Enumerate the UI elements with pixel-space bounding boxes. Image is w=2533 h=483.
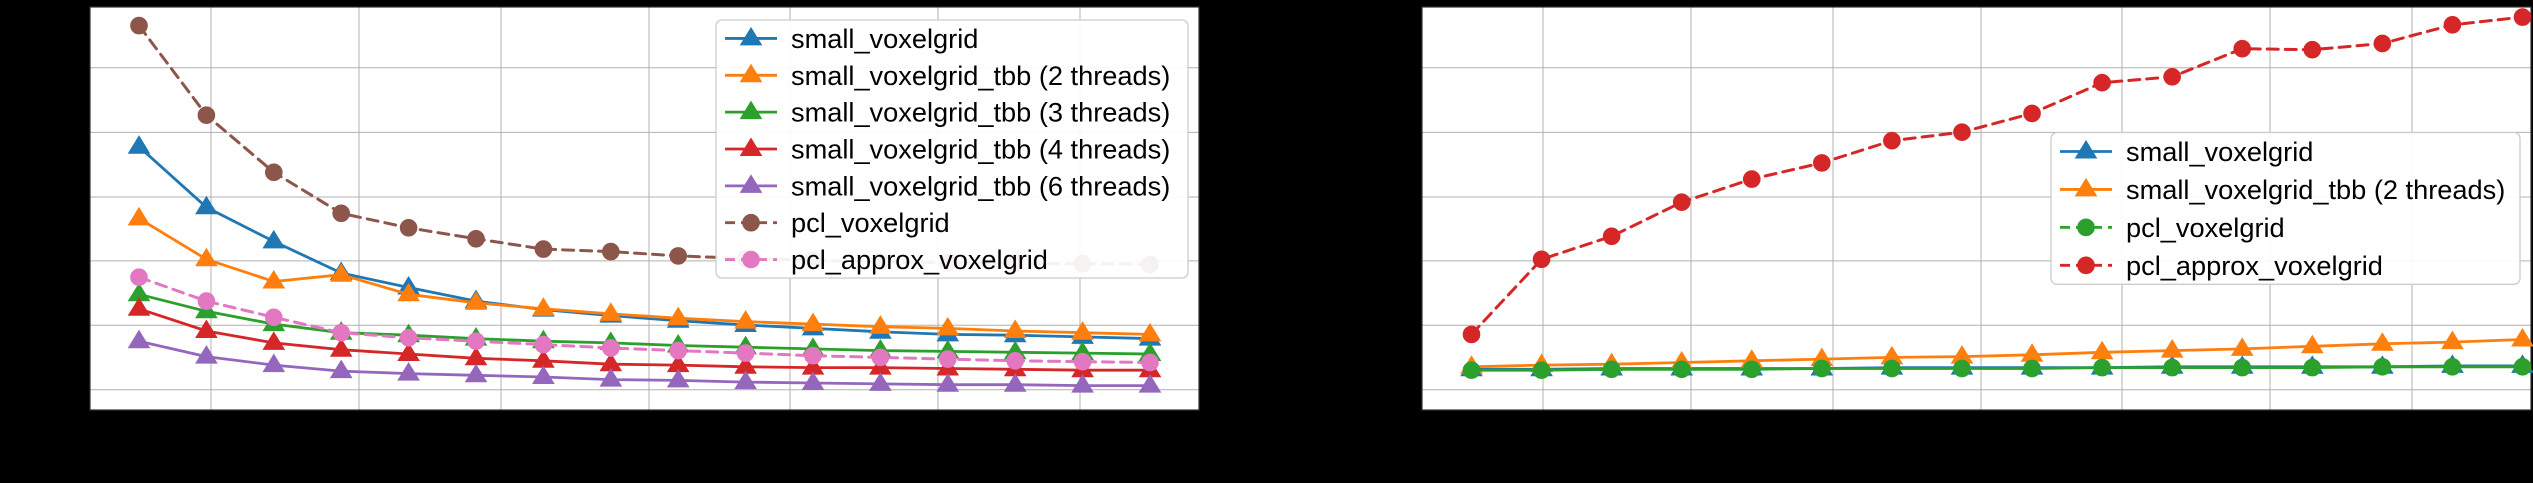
svg-text:pcl_approx_voxelgrid: pcl_approx_voxelgrid (2126, 250, 2383, 281)
svg-text:small_voxelgrid_tbb (4 threads: small_voxelgrid_tbb (4 threads) (791, 134, 1170, 165)
svg-text:small_voxelgrid_tbb (2 threads: small_voxelgrid_tbb (2 threads) (791, 60, 1170, 91)
svg-text:pcl_approx_voxelgrid: pcl_approx_voxelgrid (791, 244, 1048, 275)
svg-text:small_voxelgrid: small_voxelgrid (791, 23, 978, 54)
svg-text:small_voxelgrid_tbb (3 threads: small_voxelgrid_tbb (3 threads) (791, 97, 1170, 128)
svg-text:pcl_voxelgrid: pcl_voxelgrid (791, 207, 950, 238)
svg-text:small_voxelgrid_tbb (6 threads: small_voxelgrid_tbb (6 threads) (791, 170, 1170, 201)
svg-text:small_voxelgrid: small_voxelgrid (2126, 136, 2313, 167)
svg-text:pcl_voxelgrid: pcl_voxelgrid (2126, 212, 2285, 243)
svg-text:small_voxelgrid_tbb (2 threads: small_voxelgrid_tbb (2 threads) (2126, 174, 2505, 205)
